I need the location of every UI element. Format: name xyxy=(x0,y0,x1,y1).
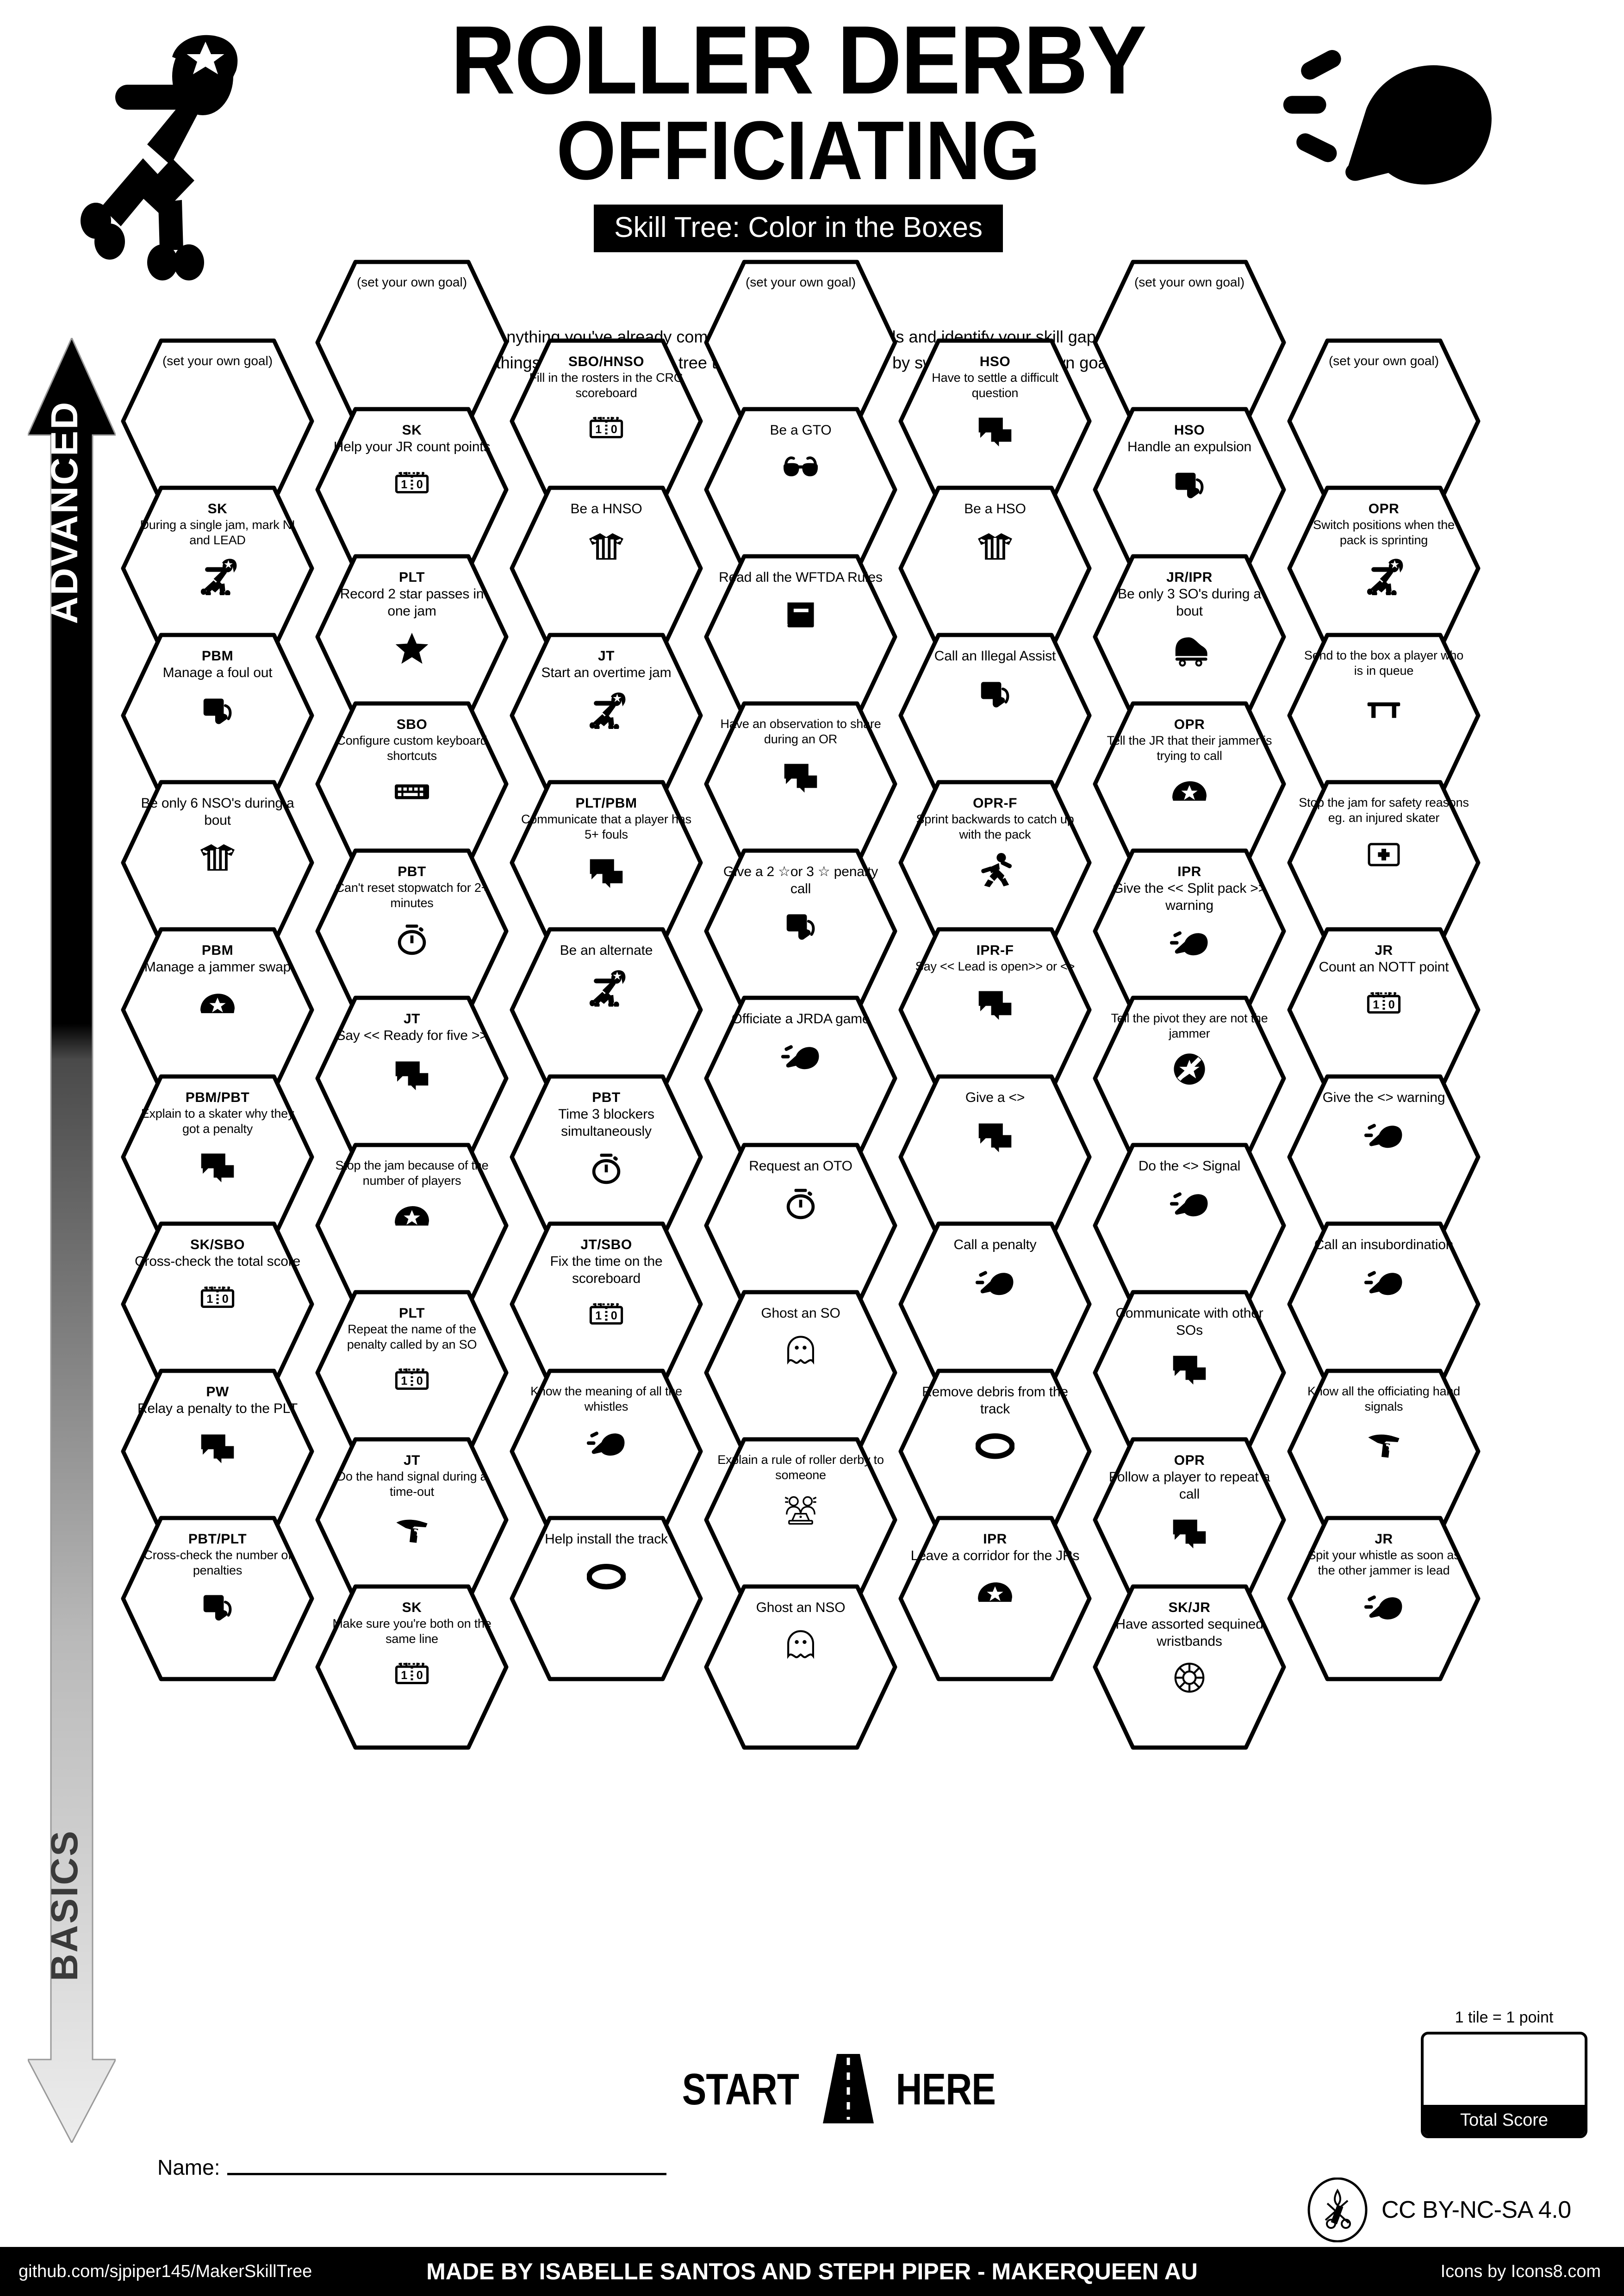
skill-hex-col7-3[interactable]: Send to the box a player who is in queue xyxy=(1287,632,1481,799)
skill-hex-col2-2[interactable]: SK Help your JR count points 1 0 xyxy=(315,406,509,573)
skill-hex-col5-8[interactable]: Remove debris from the track xyxy=(898,1368,1092,1535)
skill-hex-col2-9[interactable]: JT Do the hand signal during a time-out xyxy=(315,1437,509,1603)
footer-credits: MADE BY ISABELLE SANTOS AND STEPH PIPER … xyxy=(426,2259,1198,2284)
skill-hex-col7-5[interactable]: JR Count an NOTT point 1 0 xyxy=(1287,927,1481,1093)
roller-skater-icon xyxy=(56,21,264,299)
skill-hex-col6-2[interactable]: HSO Handle an expulsion xyxy=(1092,406,1287,573)
skill-hex-col4-4[interactable]: Have an observation to share during an O… xyxy=(703,701,898,867)
footer-repo-link[interactable]: github.com/sjpiper145/MakerSkillTree xyxy=(19,2261,312,2281)
skill-hex-col4-5[interactable]: Give a 2 ☆or 3 ☆ penalty call xyxy=(703,848,898,1014)
skill-hex-col6-10[interactable]: SK/JR Have assorted sequined wristbands xyxy=(1092,1584,1287,1750)
skill-hex-col1-7[interactable]: SK/SBO Cross-check the total score 1 0 xyxy=(120,1221,315,1388)
skill-hex-col7-4[interactable]: Stop the jam for safety reasons eg. an i… xyxy=(1287,779,1481,946)
skill-hex-col6-1[interactable]: (set your own goal) xyxy=(1092,259,1287,426)
here-label: HERE xyxy=(896,2065,996,2114)
skill-hex-col1-1[interactable]: (set your own goal) xyxy=(120,338,315,504)
score-caption: 1 tile = 1 point xyxy=(1455,2009,1554,2026)
skill-hex-col5-1[interactable]: HSO Have to settle a difficult question xyxy=(898,338,1092,504)
skill-hex-col3-4[interactable]: PLT/PBM Communicate that a player has 5+ … xyxy=(509,779,703,946)
skill-hex-col5-2[interactable]: Be a HSO xyxy=(898,485,1092,652)
name-field[interactable]: Name: xyxy=(157,2147,666,2180)
skill-hex-col6-4[interactable]: OPR Tell the JR that their jammer is tryi… xyxy=(1092,701,1287,867)
skill-hex-col3-6[interactable]: PBT Time 3 blockers simultaneously xyxy=(509,1074,703,1240)
skill-hex-col1-3[interactable]: PBM Manage a foul out xyxy=(120,632,315,799)
name-input-rule[interactable] xyxy=(227,2173,666,2175)
skill-hex-col4-1[interactable]: (set your own goal) xyxy=(703,259,898,426)
skill-hex-col4-7[interactable]: Request an OTO xyxy=(703,1142,898,1309)
road-icon xyxy=(822,2053,874,2126)
skill-hex-col3-7[interactable]: JT/SBO Fix the time on the scoreboard 1 0 xyxy=(509,1221,703,1388)
total-score-box[interactable]: Total Score xyxy=(1421,2032,1587,2138)
skill-hex-col1-4[interactable]: Be only 6 NSO's during a bout xyxy=(120,779,315,946)
skill-hex-col7-9[interactable]: JR Spit your whistle as soon as the other… xyxy=(1287,1515,1481,1682)
skill-hex-col4-3[interactable]: Read all the WFTDA Rules xyxy=(703,554,898,720)
skill-hex-col7-8[interactable]: Know all the officiating hand signals xyxy=(1287,1368,1481,1535)
skill-hex-col2-7[interactable]: Stop the jam because of the number of pl… xyxy=(315,1142,509,1309)
skill-hex-col2-10[interactable]: SK Make sure you're both on the same line… xyxy=(315,1584,509,1750)
skill-hex-col3-8[interactable]: Know the meaning of all the whistles xyxy=(509,1368,703,1535)
skill-hex-col2-8[interactable]: PLT Repeat the name of the penalty called… xyxy=(315,1289,509,1456)
skill-hex-col3-3[interactable]: JT Start an overtime jam xyxy=(509,632,703,799)
footer-icons-credit[interactable]: Icons by Icons8.com xyxy=(1440,2261,1601,2281)
page-subtitle: OFFICIATING xyxy=(556,104,1040,197)
cc-license-text: CC BY-NC-SA 4.0 xyxy=(1381,2196,1571,2223)
skill-hex-col2-3[interactable]: PLT Record 2 star passes in one jam xyxy=(315,554,509,720)
skill-hex-col3-2[interactable]: Be a HNSO xyxy=(509,485,703,652)
subtitle-banner: Skill Tree: Color in the Boxes xyxy=(593,204,1003,252)
skill-hex-col3-1[interactable]: SBO/HNSO Fill in the rosters in the CRG s… xyxy=(509,338,703,504)
skill-hex-col5-9[interactable]: IPR Leave a corridor for the JRs xyxy=(898,1515,1092,1682)
title-block: ROLLER DERBY OFFICIATING Skill Tree: Col… xyxy=(324,6,1273,252)
skill-hex-col7-1[interactable]: (set your own goal) xyxy=(1287,338,1481,504)
skill-hex-col1-9[interactable]: PBT/PLT Cross-check the number of penalti… xyxy=(120,1515,315,1682)
skill-hex-col1-6[interactable]: PBM/PBT Explain to a skater why they got … xyxy=(120,1074,315,1240)
skill-hex-col6-9[interactable]: OPR Follow a player to repeat a call xyxy=(1092,1437,1287,1603)
start-label: START xyxy=(682,2065,799,2114)
skill-hex-col2-6[interactable]: JT Say << Ready for five >> xyxy=(315,995,509,1162)
difficulty-axis: ADVANCED BASICS xyxy=(28,338,116,2143)
skill-hex-col7-7[interactable]: Call an insubordination xyxy=(1287,1221,1481,1388)
skill-hex-col5-7[interactable]: Call a penalty xyxy=(898,1221,1092,1388)
page-title: ROLLER DERBY xyxy=(450,6,1147,114)
skill-hex-col1-8[interactable]: PW Relay a penalty to the PLT xyxy=(120,1368,315,1535)
skill-hex-col4-6[interactable]: Officiate a JRDA game xyxy=(703,995,898,1162)
maker-badge-icon xyxy=(1305,2177,1370,2243)
skill-hex-col7-2[interactable]: OPR Switch positions when the pack is spr… xyxy=(1287,485,1481,652)
skill-hex-col6-7[interactable]: Do the <> Signal xyxy=(1092,1142,1287,1309)
skill-hex-col6-5[interactable]: IPR Give the << Split pack >> warning xyxy=(1092,848,1287,1014)
skill-hex-col3-5[interactable]: Be an alternate xyxy=(509,927,703,1093)
skill-hex-col5-4[interactable]: OPR-F Sprint backwards to catch up with t… xyxy=(898,779,1092,946)
whistle-icon xyxy=(1277,28,1500,222)
score-input-area[interactable]: Total Score xyxy=(1421,2032,1587,2138)
skill-hex-col1-5[interactable]: PBM Manage a jammer swap xyxy=(120,927,315,1093)
total-score-label: Total Score xyxy=(1424,2105,1585,2135)
skill-hex-col4-2[interactable]: Be a GTO xyxy=(703,406,898,573)
skill-hex-col2-1[interactable]: (set your own goal) xyxy=(315,259,509,426)
skill-hex-col5-6[interactable]: Give a <> xyxy=(898,1074,1092,1240)
skill-hex-col5-3[interactable]: Call an Illegal Assist xyxy=(898,632,1092,799)
skill-hex-col1-2[interactable]: SK During a single jam, mark NI and LEAD xyxy=(120,485,315,652)
skill-hex-col7-6[interactable]: Give the <> warning xyxy=(1287,1074,1481,1240)
skill-hex-col3-9[interactable]: Help install the track xyxy=(509,1515,703,1682)
skill-hex-col2-5[interactable]: PBT Can't reset stopwatch for 2+ minutes xyxy=(315,848,509,1014)
skill-hex-col6-3[interactable]: JR/IPR Be only 3 SO's during a bout xyxy=(1092,554,1287,720)
footer-bar: github.com/sjpiper145/MakerSkillTree MAD… xyxy=(0,2247,1624,2296)
skill-hex-col4-9[interactable]: Explain a rule of roller derby to someon… xyxy=(703,1437,898,1603)
name-label: Name: xyxy=(157,2155,220,2179)
skill-hex-col4-10[interactable]: Ghost an NSO xyxy=(703,1584,898,1750)
skill-hex-col6-6[interactable]: Tell the pivot they are not the jammer xyxy=(1092,995,1287,1162)
start-here-marker: START HERE xyxy=(666,2053,1009,2126)
skill-hex-col5-5[interactable]: IPR-F Say << Lead is open>> or <> xyxy=(898,927,1092,1093)
skill-hex-col4-8[interactable]: Ghost an SO xyxy=(703,1289,898,1456)
skill-hex-col6-8[interactable]: Communicate with other SOs xyxy=(1092,1289,1287,1456)
skill-hex-col2-4[interactable]: SBO Configure custom keyboard shortcuts xyxy=(315,701,509,867)
